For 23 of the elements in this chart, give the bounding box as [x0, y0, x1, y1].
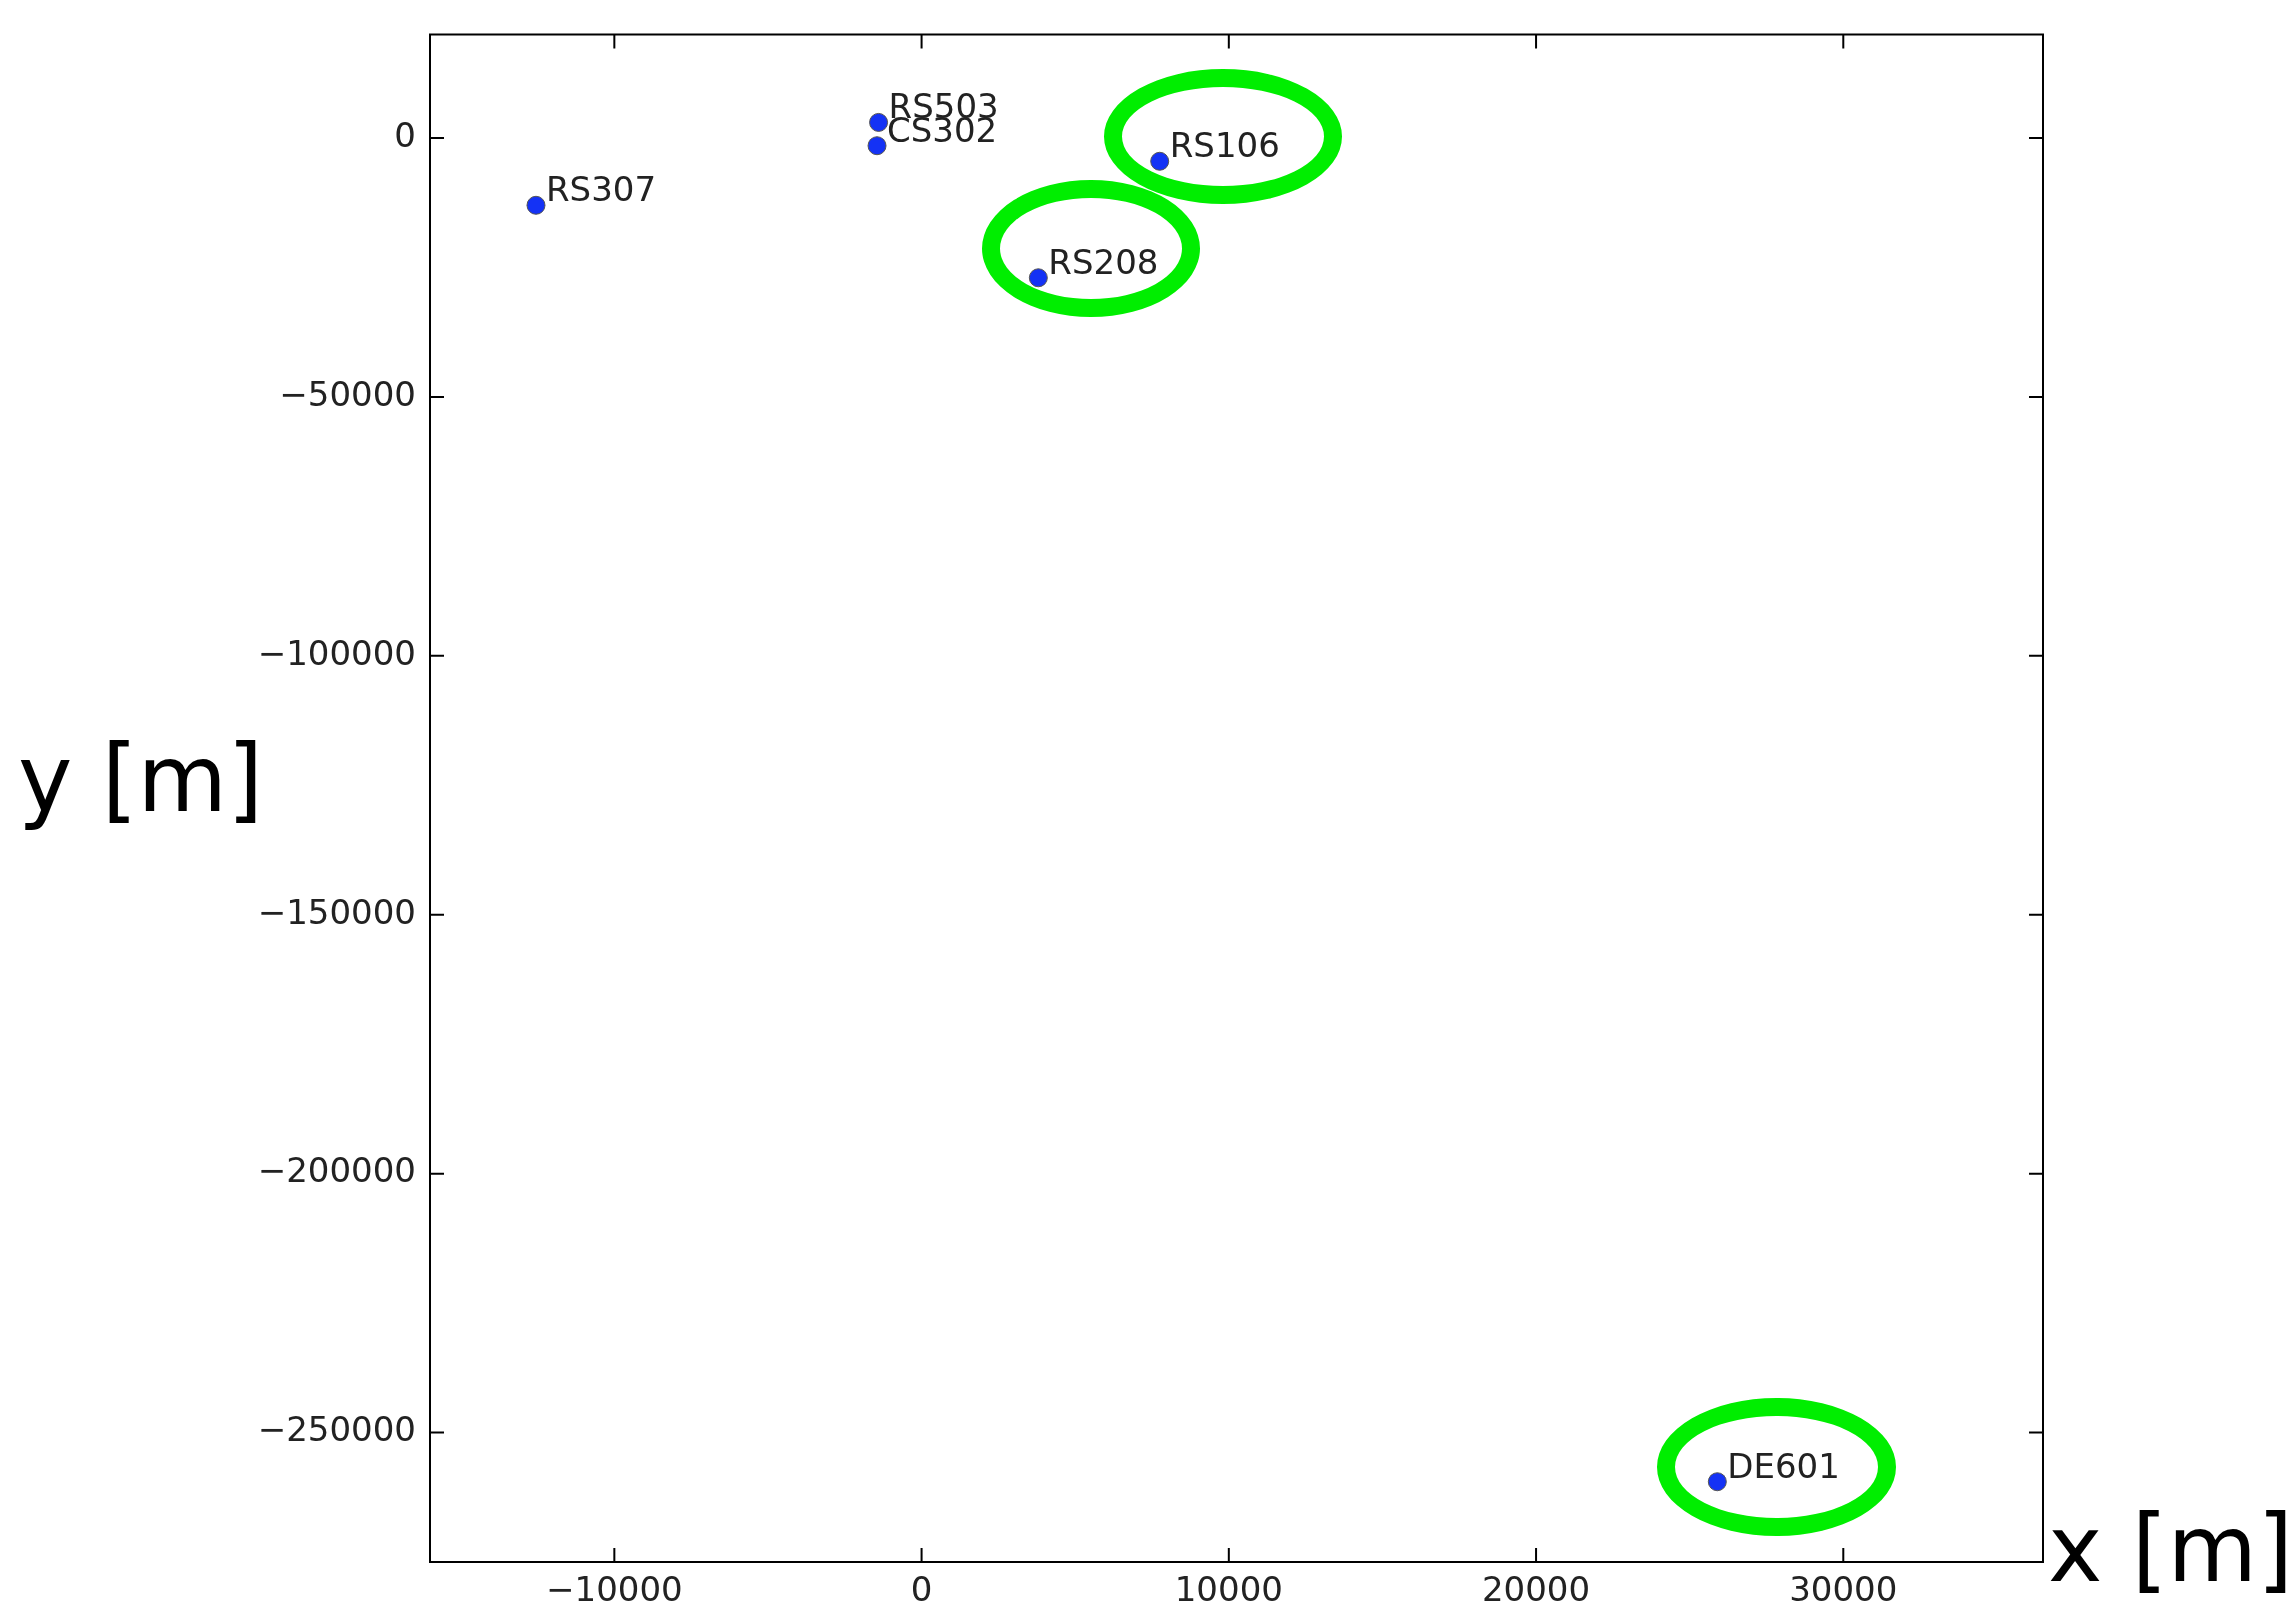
y-tick-label: −250000 [257, 1409, 416, 1450]
point [1707, 1472, 1727, 1492]
x-axis-title: x [m] [2048, 1495, 2288, 1605]
y-tick-label: −150000 [257, 891, 416, 932]
annotation: RS307 [546, 169, 657, 210]
point [1028, 268, 1048, 288]
point [526, 195, 546, 215]
y-tick-label: −100000 [257, 632, 416, 673]
annotation: RS106 [1169, 125, 1280, 166]
x-tick-label: 10000 [1174, 1569, 1283, 1610]
x-tick-label: 30000 [1789, 1569, 1898, 1610]
y-tick-label: 0 [394, 114, 416, 155]
y-axis-title: y [m] [18, 725, 264, 835]
y-tick-label: −200000 [257, 1150, 416, 1191]
x-tick-label: 0 [910, 1569, 933, 1610]
point [867, 136, 887, 156]
point [869, 112, 889, 132]
x-tick-label: 20000 [1481, 1569, 1591, 1610]
point [1150, 151, 1170, 171]
y-tick-label: −50000 [279, 373, 416, 414]
x-tick-label: −10000 [546, 1569, 683, 1610]
annotation: RS208 [1048, 241, 1159, 282]
annotation: DE601 [1727, 1445, 1840, 1486]
